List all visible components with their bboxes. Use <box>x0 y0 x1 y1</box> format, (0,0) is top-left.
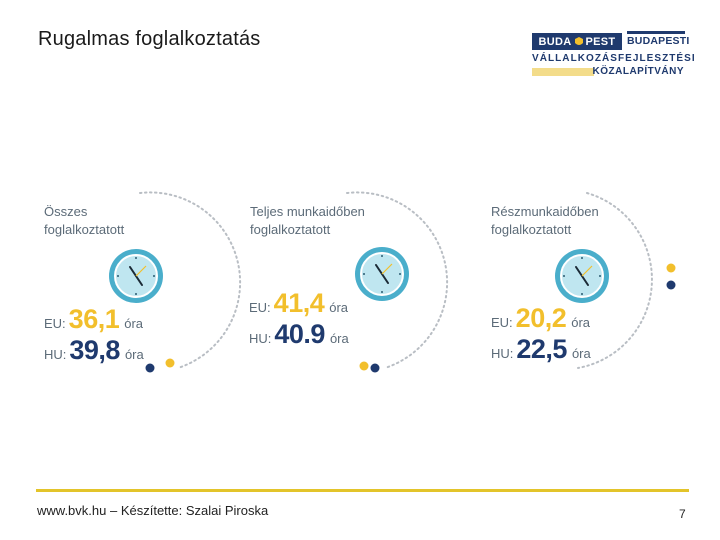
logo-badge-right: PEST <box>585 35 616 48</box>
hu-prefix: HU: <box>249 331 272 346</box>
crest-icon <box>574 36 583 45</box>
panel-full-time: Teljes munkaidőben foglalkoztatott EU: 4… <box>243 190 449 380</box>
hu-unit: óra <box>571 346 591 361</box>
eu-unit: óra <box>124 316 144 331</box>
hu-value: 40.9 <box>274 319 325 349</box>
panel-label: Összes foglalkoztatott <box>44 203 124 239</box>
hu-unit: óra <box>329 331 349 346</box>
hu-value: 22,5 <box>516 334 567 364</box>
hu-value-row: HU: 22,5 óra <box>491 334 591 365</box>
panel-label-line-1: Teljes munkaidőben <box>250 204 365 219</box>
panel-label: Teljes munkaidőben foglalkoztatott <box>250 203 365 239</box>
eu-dot <box>666 263 676 273</box>
page-number: 7 <box>679 507 686 521</box>
eu-prefix: EU: <box>249 300 271 315</box>
logo-topbar <box>627 31 685 34</box>
panel-label-line-2: foglalkoztatott <box>250 222 331 237</box>
panel-label-line-2: foglalkoztatott <box>491 222 572 237</box>
panel-total-employed: Összes foglalkoztatott EU: 36,1 óra HU: … <box>36 190 242 380</box>
eu-value: 36,1 <box>68 304 120 334</box>
logo-line-3: KÖZALAPÍTVÁNY <box>592 66 684 77</box>
hu-unit: óra <box>124 347 144 362</box>
eu-value-row: EU: 20,2 óra <box>491 303 590 334</box>
eu-prefix: EU: <box>44 316 66 331</box>
clock-icon <box>109 249 163 303</box>
dotted-arc <box>577 192 676 369</box>
dotted-arc <box>139 191 242 373</box>
footer-text: www.bvk.hu – Készítette: Szalai Piroska <box>37 503 269 518</box>
eu-dot <box>165 358 175 368</box>
hu-value-row: HU: 39,8 óra <box>44 335 144 366</box>
footer-divider <box>36 489 689 492</box>
logo-accent-bar <box>532 68 594 76</box>
eu-prefix: EU: <box>491 315 513 330</box>
hu-dot <box>666 280 676 290</box>
slide-title: Rugalmas foglalkoztatás <box>38 28 261 50</box>
panel-label-line-1: Összes <box>44 204 88 219</box>
clock-icon <box>355 247 409 301</box>
hu-prefix: HU: <box>491 346 514 361</box>
eu-value: 41,4 <box>273 288 325 318</box>
logo-line-2: VÁLLALKOZÁSFEJLESZTÉSI <box>532 53 696 64</box>
eu-unit: óra <box>329 300 349 315</box>
eu-value-row: EU: 36,1 óra <box>44 304 143 335</box>
panel-label-line-2: foglalkoztatott <box>44 222 125 237</box>
logo-badge-left: BUDA <box>538 35 572 48</box>
eu-value-row: EU: 41,4 óra <box>249 288 348 319</box>
panel-label-line-1: Részmunkaidőben <box>491 204 599 219</box>
logo-badge: BUDA PEST <box>532 33 622 50</box>
hu-dot <box>370 363 380 373</box>
eu-value: 20,2 <box>515 303 567 333</box>
logo-line-1: BUDAPESTI <box>627 35 690 47</box>
hu-value: 39,8 <box>69 335 120 365</box>
panel-label: Részmunkaidőben foglalkoztatott <box>491 203 599 239</box>
clock-icon <box>555 249 609 303</box>
eu-unit: óra <box>571 315 591 330</box>
bvk-logo: BUDA PEST BUDAPESTI VÁLLALKOZÁSFEJLESZTÉ… <box>532 31 695 79</box>
panel-part-time: Részmunkaidőben foglalkoztatott EU: 20,2… <box>483 190 683 380</box>
eu-dot <box>359 361 369 371</box>
hu-prefix: HU: <box>44 347 67 362</box>
dotted-arc <box>346 191 449 373</box>
hu-value-row: HU: 40.9 óra <box>249 319 349 350</box>
hu-dot <box>145 363 155 373</box>
